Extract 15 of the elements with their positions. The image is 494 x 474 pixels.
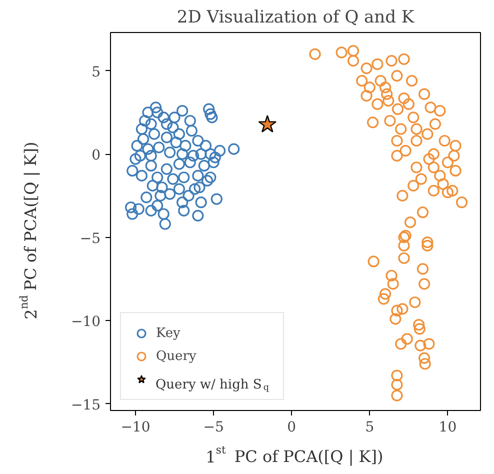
chart-title: 2D Visualization of Q and K bbox=[176, 8, 414, 28]
x-tick-label: 5 bbox=[365, 420, 374, 436]
legend-label: Query w/ high Sq bbox=[156, 378, 270, 393]
x-tick-label: 0 bbox=[287, 420, 296, 436]
x-tick-label: 10 bbox=[438, 420, 457, 436]
y-tick-label: −10 bbox=[70, 314, 100, 330]
y-tick-label: −5 bbox=[80, 230, 101, 247]
legend-label: Key bbox=[156, 324, 182, 342]
y-tick-label: 5 bbox=[92, 64, 101, 80]
y-tick-label: 0 bbox=[92, 148, 101, 164]
y-axis-title: 2nd PC of PCA([Q | K]) bbox=[17, 142, 40, 320]
legend-label: Query bbox=[156, 348, 198, 366]
x-tick-label: −10 bbox=[120, 420, 150, 436]
y-tick-label: −15 bbox=[70, 397, 100, 414]
x-tick-label: −5 bbox=[203, 420, 224, 436]
